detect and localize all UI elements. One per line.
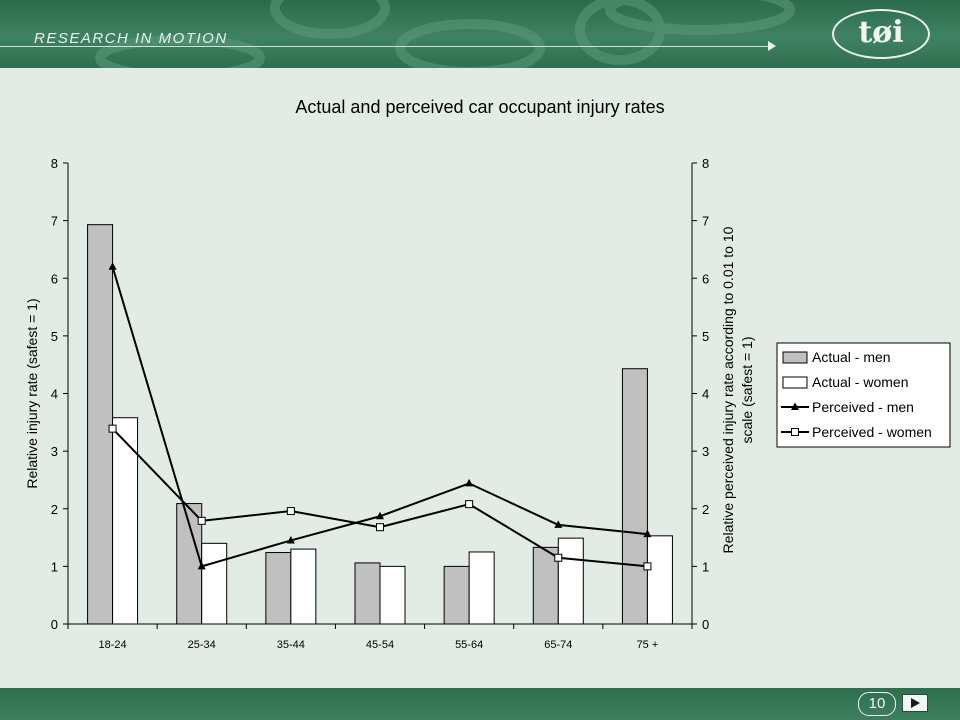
brand-text: RESEARCH IN MOTION bbox=[34, 30, 228, 47]
x-tick-label: 25-34 bbox=[188, 639, 216, 651]
legend-label: Perceived - women bbox=[812, 424, 932, 440]
play-arrow-icon bbox=[911, 698, 920, 708]
y-tick-label-left: 1 bbox=[51, 559, 58, 574]
legend-label: Actual - women bbox=[812, 374, 908, 390]
bar bbox=[379, 565, 406, 625]
bar bbox=[290, 548, 317, 625]
legend-swatch bbox=[782, 351, 808, 364]
legend-marker bbox=[791, 402, 799, 410]
legend-label: Perceived - men bbox=[812, 399, 914, 415]
y-tick-label-left: 5 bbox=[51, 329, 58, 344]
arrow-right-icon bbox=[768, 41, 776, 51]
footer-bar bbox=[0, 688, 960, 720]
bar bbox=[443, 565, 470, 625]
point bbox=[108, 262, 117, 270]
point bbox=[554, 520, 563, 528]
y-axis-label-left: Relative injury rate (safest = 1) bbox=[24, 298, 40, 488]
bar bbox=[468, 551, 495, 625]
y-tick-label-right: 0 bbox=[702, 617, 709, 632]
header-banner: RESEARCH IN MOTION tøi bbox=[0, 0, 960, 68]
chart-axes: 0 0 1 1 2 2 3 3 4 4 5 5 6 6 7 7 8 8 18-24 25-34 35-44 45-54 55… bbox=[51, 156, 709, 651]
toi-logo: tøi bbox=[832, 9, 930, 59]
chart-lines bbox=[108, 262, 652, 571]
injury-rate-chart: Actual and perceived car occupant injury… bbox=[24, 97, 951, 651]
y-tick-label-left: 6 bbox=[51, 271, 58, 286]
bar bbox=[646, 535, 673, 625]
y-tick-label-left: 7 bbox=[51, 214, 58, 229]
bar bbox=[265, 552, 292, 625]
x-tick-label: 75 + bbox=[637, 639, 659, 651]
next-slide-button[interactable] bbox=[902, 694, 928, 712]
y-tick-label-right: 8 bbox=[702, 156, 709, 171]
point bbox=[643, 529, 652, 538]
bar bbox=[354, 562, 381, 625]
point bbox=[554, 553, 563, 562]
banner-decoration bbox=[95, 0, 795, 68]
point bbox=[643, 562, 652, 571]
chart-title: Actual and perceived car occupant injury… bbox=[295, 97, 664, 117]
y-tick-label-right: 4 bbox=[702, 387, 709, 402]
bar bbox=[112, 417, 139, 625]
chart-axis-labels: Relative injury rate (safest = 1) Relativ… bbox=[24, 226, 755, 553]
y-axis-label-right-line1: Relative perceived injury rate according… bbox=[720, 226, 736, 553]
bar bbox=[532, 546, 559, 625]
bar bbox=[201, 542, 228, 625]
y-tick-label-left: 4 bbox=[51, 387, 58, 402]
legend-swatch bbox=[782, 376, 808, 389]
y-tick-label-left: 0 bbox=[51, 617, 58, 632]
point bbox=[108, 424, 117, 433]
bar bbox=[557, 537, 584, 625]
y-tick-label-left: 2 bbox=[51, 502, 58, 517]
point bbox=[197, 516, 206, 525]
x-tick-label: 18-24 bbox=[99, 639, 127, 651]
bar bbox=[621, 368, 648, 625]
point bbox=[286, 535, 295, 544]
point bbox=[376, 511, 384, 520]
page-number: 10 bbox=[858, 692, 896, 716]
y-tick-label-right: 7 bbox=[702, 214, 709, 229]
point bbox=[197, 561, 206, 570]
x-tick-label: 65-74 bbox=[544, 639, 572, 651]
point bbox=[286, 507, 295, 516]
chart-bars bbox=[87, 224, 673, 625]
y-tick-label-right: 1 bbox=[702, 559, 709, 574]
point bbox=[376, 523, 384, 532]
bar bbox=[87, 224, 114, 625]
x-tick-label: 35-44 bbox=[277, 639, 305, 651]
y-axis-label-right-line2: scale (safest = 1) bbox=[739, 337, 755, 444]
brand-rule bbox=[0, 46, 770, 47]
y-tick-label-right: 3 bbox=[702, 444, 709, 459]
y-tick-label-right: 5 bbox=[702, 329, 709, 344]
legend-marker bbox=[791, 428, 799, 436]
point bbox=[465, 500, 474, 509]
y-tick-label-left: 8 bbox=[51, 156, 58, 171]
legend-label: Actual - men bbox=[812, 349, 891, 365]
point bbox=[465, 478, 474, 487]
y-tick-label-right: 6 bbox=[702, 271, 709, 286]
x-tick-label: 55-64 bbox=[455, 639, 483, 651]
chart-legend: Actual - men Actual - women Perceived - me… bbox=[776, 342, 951, 448]
y-tick-label-left: 3 bbox=[51, 444, 58, 459]
x-tick-label: 45-54 bbox=[366, 639, 394, 651]
y-tick-label-right: 2 bbox=[702, 502, 709, 517]
